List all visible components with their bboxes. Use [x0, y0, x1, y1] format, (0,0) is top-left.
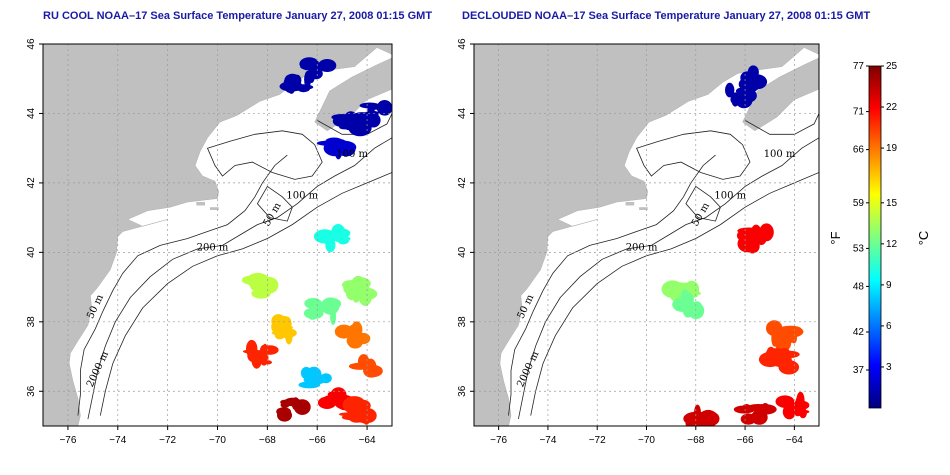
fahrenheit-unit-label: °F [828, 231, 843, 244]
colorbar-gradient [868, 65, 882, 409]
contour-label: 100 m [336, 149, 368, 160]
sst-patch [276, 397, 311, 422]
fahrenheit-tick-label: 59 [853, 198, 865, 209]
x-tick-label: −70 [638, 435, 655, 446]
x-tick-label: −70 [209, 435, 226, 446]
fahrenheit-tick-label: 77 [853, 61, 865, 72]
celsius-tick-label: 22 [886, 102, 898, 113]
x-tick-label: −76 [490, 435, 507, 446]
temperature-colorbar: 25 22 19 15 12 9 6 3 77 71 66 59 53 48 42 37 °F °C [828, 61, 931, 409]
contour-label: 100 m [764, 149, 796, 160]
sst-patch [313, 224, 351, 253]
island-marthas-vineyard [625, 202, 635, 206]
sst-patch [358, 100, 392, 128]
contour-gulf-of-maine [636, 130, 751, 180]
contour-50m [77, 154, 288, 416]
contour-gulf-of-maine [206, 130, 323, 180]
nova-scotia-land [742, 57, 819, 132]
sst-patch [758, 346, 800, 375]
chart-title-ru-cool: RU COOL NOAA–17 Sea Surface Temperature … [43, 10, 433, 22]
contour-label: 200 m [626, 243, 658, 254]
celsius-unit-label: °C [916, 231, 931, 246]
contour-200m [518, 137, 819, 420]
contour-label: 200 m [197, 243, 229, 254]
y-tick-label: 36 [457, 385, 468, 397]
y-tick-label: 38 [457, 316, 468, 328]
x-tick-label: −68 [259, 435, 276, 446]
x-tick-label: −68 [687, 435, 704, 446]
y-tick-label: 40 [457, 246, 468, 258]
celsius-tick-label: 6 [886, 321, 892, 332]
contour-label: 100 m [286, 191, 318, 202]
celsius-tick-label: 12 [886, 239, 898, 250]
sst-patch [672, 289, 705, 320]
celsius-tick-label: 3 [886, 362, 892, 373]
x-tick-label: −66 [737, 435, 754, 446]
chart-title-declouded: DECLOUDED NOAA–17 Sea Surface Temperatur… [462, 10, 871, 22]
island-nantucket [210, 207, 219, 210]
contour-200m [87, 137, 392, 420]
x-tick-label: −64 [359, 435, 376, 446]
sst-patch [316, 137, 357, 160]
y-tick-label: 36 [26, 385, 37, 397]
sst-patch [334, 321, 371, 349]
contour-georges-bank [685, 185, 721, 222]
contour-georges-bank [256, 185, 293, 222]
x-tick-label: −64 [786, 435, 803, 446]
sst-patch [342, 275, 378, 306]
contour-50m [508, 154, 716, 416]
sst-patch [299, 57, 337, 83]
x-tick-label: −72 [589, 435, 606, 446]
celsius-tick-label: 25 [886, 61, 898, 72]
celsius-tick-label: 9 [886, 280, 892, 291]
y-tick-label: 44 [457, 107, 468, 119]
fahrenheit-tick-label: 42 [853, 327, 865, 338]
land-mass [474, 44, 819, 426]
sst-patch [775, 391, 810, 420]
x-tick-label: −74 [539, 435, 556, 446]
x-tick-label: −72 [159, 435, 176, 446]
fahrenheit-tick-label: 48 [853, 281, 865, 292]
sst-patch [683, 404, 720, 426]
celsius-tick-label: 19 [886, 143, 898, 154]
x-tick-label: −76 [59, 435, 76, 446]
fahrenheit-tick-label: 66 [853, 145, 865, 156]
sst-patch [303, 297, 342, 325]
x-tick-label: −74 [109, 435, 126, 446]
y-tick-label: 40 [26, 246, 37, 258]
sst-patch [348, 354, 383, 378]
y-tick-label: 42 [26, 177, 37, 189]
x-tick-label: −66 [309, 435, 326, 446]
sst-patch [338, 396, 377, 425]
sst-patch [736, 223, 774, 254]
sst-patch [298, 366, 332, 389]
y-tick-label: 46 [26, 38, 37, 50]
island-marthas-vineyard [196, 202, 205, 206]
fahrenheit-tick-label: 71 [853, 107, 865, 118]
sst-patch [733, 403, 777, 425]
sst-patch [271, 314, 297, 345]
y-tick-label: 46 [457, 38, 468, 50]
sst-patch [766, 320, 804, 352]
sst-patch [242, 339, 279, 369]
celsius-tick-label: 15 [886, 198, 898, 209]
contour-label: 100 m [714, 191, 746, 202]
fahrenheit-tick-label: 37 [853, 365, 865, 376]
y-tick-label: 38 [26, 316, 37, 328]
y-tick-label: 42 [457, 177, 468, 189]
fahrenheit-tick-label: 53 [853, 243, 865, 254]
island-nantucket [639, 207, 648, 210]
y-tick-label: 44 [26, 107, 37, 119]
